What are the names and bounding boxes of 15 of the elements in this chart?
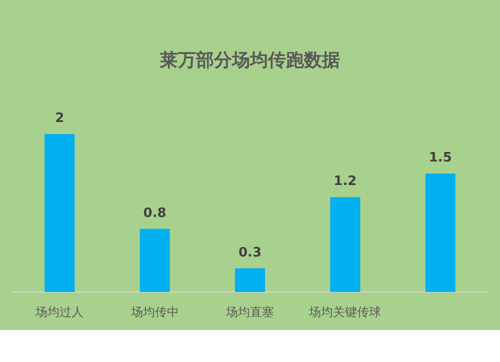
chart-title: 莱万部分场均传跑数据: [159, 50, 340, 71]
bar: [44, 134, 75, 292]
bar: [235, 268, 265, 292]
data-label: 0.8: [143, 206, 166, 221]
bar: [330, 197, 360, 292]
data-label: 1.5: [428, 150, 452, 166]
data-label: 1.2: [334, 174, 357, 190]
data-label: 2: [55, 111, 64, 126]
x-tick-label: 场均直塞: [225, 305, 274, 319]
bar: [140, 228, 170, 292]
x-tick-label: 场均传中: [130, 305, 179, 319]
x-tick-label: 场均关键传球: [308, 305, 382, 319]
x-tick-label: 场均过人: [34, 305, 84, 319]
bar: [425, 174, 456, 292]
data-label: 0.3: [238, 245, 262, 260]
